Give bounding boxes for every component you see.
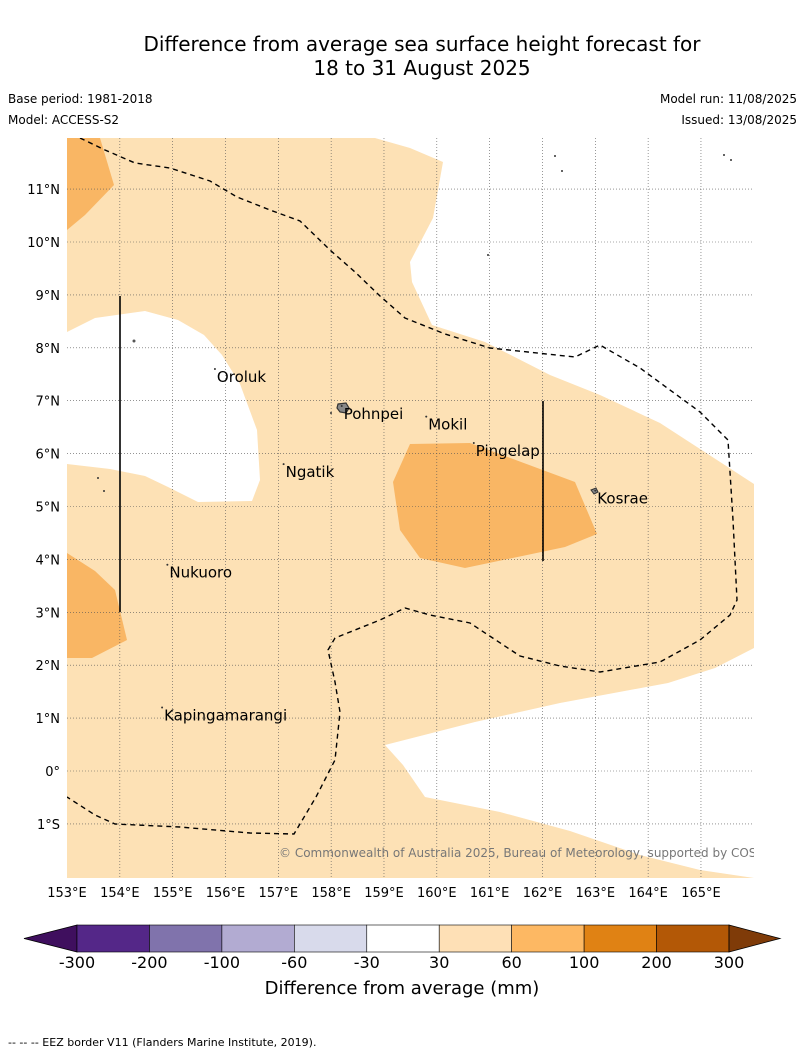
anomaly-region-northwest — [67, 138, 114, 230]
colorbar-tick-label: 200 — [641, 953, 672, 972]
colorbar-title: Difference from average (mm) — [264, 978, 540, 999]
place-marker — [161, 706, 164, 709]
place-label: Pingelap — [476, 442, 540, 460]
lat-tick-label: 1°S — [37, 818, 60, 833]
place-label: Kosrae — [597, 490, 648, 508]
small-island-marker — [723, 154, 725, 156]
colorbar-segment — [438, 924, 512, 953]
small-island-marker — [132, 339, 136, 343]
colorbar-tick-label: 100 — [569, 953, 600, 972]
lon-tick-label: 155°E — [153, 886, 193, 901]
lon-tick-label: 158°E — [311, 886, 351, 901]
issued-label: Issued: 13/08/2025 — [681, 113, 797, 127]
colorbar: -300 -200 -100 -60 -30 30 60 100 200 300 — [23, 924, 782, 972]
place-labels: Oroluk Pohnpei Mokil Pingelap Ngatik Kosrae Nu… — [161, 367, 648, 725]
lat-tick-label: 10°N — [27, 236, 60, 251]
lat-tick-label: 8°N — [36, 342, 61, 357]
eez-border-north — [67, 138, 738, 835]
colorbar-segment — [583, 924, 657, 953]
anomaly-region-east — [393, 443, 597, 568]
lon-tick-label: 164°E — [628, 886, 668, 901]
lon-tick-label: 163°E — [576, 886, 616, 901]
small-island-marker — [730, 159, 732, 161]
lat-tick-label: 0° — [45, 765, 60, 780]
colorbar-tick-label: -30 — [354, 953, 380, 972]
neutral-region-southeast — [385, 648, 754, 878]
small-island-marker — [97, 477, 99, 479]
place-label: Nukuoro — [169, 564, 232, 582]
lat-tick-label: 11°N — [27, 183, 60, 198]
lat-tick-label: 1°N — [36, 712, 61, 727]
colorbar-tick-label: 60 — [501, 953, 521, 972]
model-label: Model: ACCESS-S2 — [8, 113, 120, 127]
colorbar-extend-low — [23, 924, 78, 953]
lon-tick-label: 154°E — [100, 886, 140, 901]
place-marker — [340, 404, 343, 407]
anomaly-region-southwest — [67, 553, 127, 658]
colorbar-segment — [221, 924, 295, 953]
model-run-label: Model run: 11/08/2025 — [659, 92, 797, 106]
neutral-region-northeast — [375, 138, 754, 484]
lat-tick-label: 7°N — [36, 395, 61, 410]
place-marker — [166, 563, 169, 566]
lat-tick-label: 6°N — [36, 448, 61, 463]
lon-tick-label: 157°E — [259, 886, 299, 901]
colorbar-segment — [366, 924, 440, 953]
title-line-2: 18 to 31 August 2025 — [313, 56, 531, 80]
map-plot-area: © Commonwealth of Australia 2025, Bureau… — [67, 138, 784, 878]
colorbar-segment — [76, 924, 150, 953]
small-island-marker — [103, 490, 105, 492]
eez-footnote: -- -- -- EEZ border V11 (Flanders Marine… — [8, 1036, 317, 1049]
longitude-axis: 153°E 154°E 155°E 156°E 157°E 158°E 159°E 160°E… — [47, 886, 720, 901]
copyright-notice: © Commonwealth of Australia 2025, Bureau… — [279, 846, 784, 860]
place-label: Ngatik — [286, 463, 335, 481]
small-island-marker — [330, 412, 332, 414]
colorbar-segment — [511, 924, 585, 953]
colorbar-tick-label: 30 — [429, 953, 449, 972]
place-marker — [425, 415, 428, 418]
title-line-1: Difference from average sea surface heig… — [143, 32, 701, 56]
lon-tick-label: 159°E — [364, 886, 404, 901]
lon-tick-label: 156°E — [206, 886, 246, 901]
pohnpei-island — [336, 402, 350, 414]
lat-tick-label: 9°N — [36, 289, 61, 304]
colorbar-tick-label: -300 — [59, 953, 95, 972]
colorbar-tick-label: -100 — [204, 953, 240, 972]
lat-tick-label: 3°N — [36, 606, 61, 621]
lat-tick-label: 2°N — [36, 659, 61, 674]
colorbar-tick-label: 300 — [714, 953, 745, 972]
lon-tick-label: 153°E — [47, 886, 87, 901]
lon-tick-label: 160°E — [417, 886, 457, 901]
place-label: Oroluk — [217, 368, 266, 386]
place-marker — [213, 367, 216, 370]
lon-tick-label: 161°E — [470, 886, 510, 901]
colorbar-tick-label: -200 — [131, 953, 167, 972]
place-label: Pohnpei — [344, 405, 404, 423]
neutral-region-west — [67, 311, 260, 502]
lon-tick-label: 165°E — [681, 886, 721, 901]
small-island-marker — [561, 170, 563, 172]
place-marker — [282, 463, 285, 466]
latitude-axis: 11°N 10°N 9°N 8°N 7°N 6°N 5°N 4°N 3°N 2°N 1°N 0° 1°S — [27, 183, 60, 833]
chart-title: Difference from average sea surface heig… — [0, 32, 804, 80]
place-marker — [472, 442, 475, 445]
colorbar-tick-label: -60 — [281, 953, 307, 972]
small-island-marker — [487, 254, 489, 256]
place-label: Mokil — [428, 416, 467, 434]
colorbar-extend-high — [728, 924, 782, 953]
place-marker — [594, 489, 597, 492]
small-island-marker — [554, 155, 556, 157]
place-label: Kapingamarangi — [164, 707, 287, 725]
lat-tick-label: 5°N — [36, 501, 61, 516]
colorbar-segment — [149, 924, 223, 953]
colorbar-segment — [294, 924, 368, 953]
colorbar-segment — [656, 924, 730, 953]
base-period-label: Base period: 1981-2018 — [8, 92, 153, 106]
lat-tick-label: 4°N — [36, 553, 61, 568]
lon-tick-label: 162°E — [523, 886, 563, 901]
